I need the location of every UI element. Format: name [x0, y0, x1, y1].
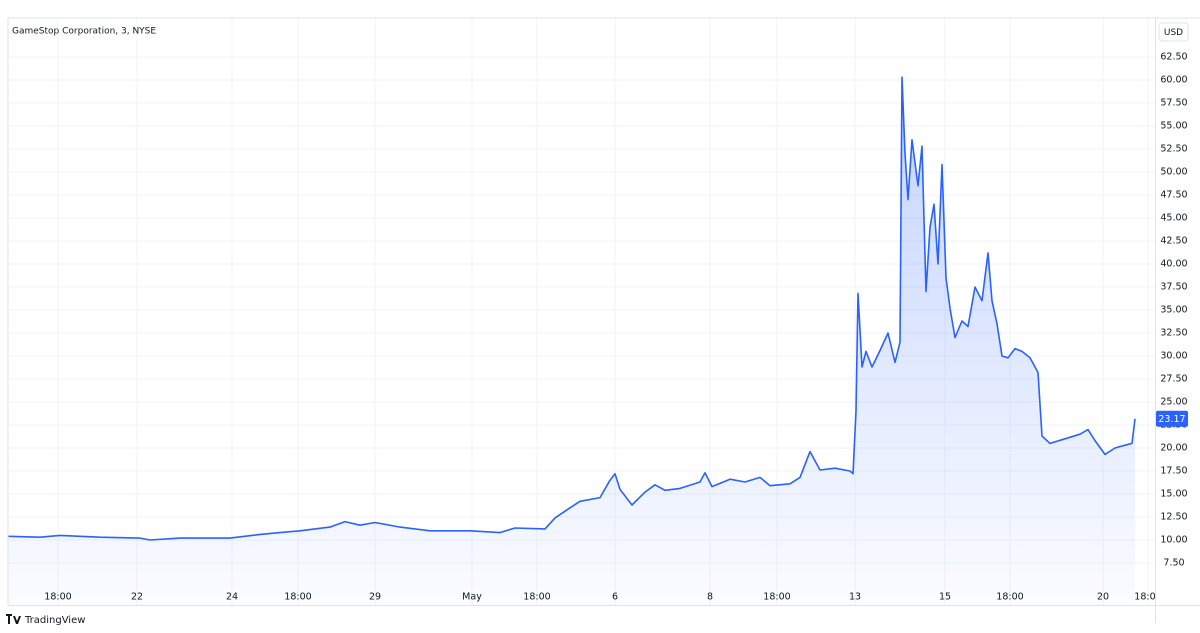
- currency: USD: [1164, 28, 1183, 38]
- x-tick-label: May: [462, 592, 482, 603]
- x-tick-label: 18:00: [523, 592, 550, 603]
- x-tick-label: 29: [369, 592, 381, 603]
- plot: [8, 76, 1136, 605]
- x-tick-label: 18:00: [996, 592, 1023, 603]
- x-tick-label: 15: [939, 592, 951, 603]
- y-tick-label: 42.50: [1160, 235, 1187, 246]
- y-axis: 7.5010.0012.5015.0017.5020.0022.5025.002…: [1160, 52, 1187, 569]
- y-tick-label: 32.50: [1160, 327, 1187, 338]
- y-tick-label: 55.00: [1160, 120, 1187, 131]
- y-tick-label: 25.00: [1160, 396, 1187, 407]
- y-tick-label: 20.00: [1160, 442, 1187, 453]
- y-tick-label: 47.50: [1160, 189, 1187, 200]
- logo: [6, 614, 21, 624]
- x-tick-label: 22: [131, 592, 143, 603]
- y-tick-label: 45.00: [1160, 212, 1187, 223]
- last-price-box: [1156, 410, 1188, 427]
- y-tick-label: 60.00: [1160, 75, 1187, 86]
- brand: TradingView: [24, 615, 85, 626]
- y-tick-label: 30.00: [1160, 350, 1187, 361]
- x-tick-label: 13: [849, 592, 861, 603]
- x-tick-label: 8: [707, 592, 713, 603]
- y-tick-label: 50.00: [1160, 166, 1187, 177]
- x-tick-label: 18:00: [1134, 592, 1161, 603]
- y-tick-label: 62.50: [1160, 52, 1187, 63]
- y-tick-label: 7.50: [1163, 557, 1184, 568]
- y-tick-label: 52.50: [1160, 143, 1187, 154]
- price-line: [8, 76, 1136, 541]
- grid: [8, 18, 1155, 605]
- x-tick-label: 18:00: [763, 592, 790, 603]
- y-tick-label: 17.50: [1160, 465, 1187, 476]
- y-tick-label: 40.00: [1160, 258, 1187, 269]
- y-tick-label: 15.00: [1160, 488, 1187, 499]
- x-tick-label: 18:00: [44, 592, 71, 603]
- price-axis-bg: [1155, 18, 1200, 623]
- y-tick-label: 37.50: [1160, 281, 1187, 292]
- y-tick-label: 10.00: [1160, 534, 1187, 545]
- last-price-label: 23.17: [1158, 414, 1185, 425]
- currency-box[interactable]: [1158, 22, 1189, 42]
- y-tick-label: 57.50: [1160, 98, 1187, 109]
- y-tick-label: 12.50: [1160, 511, 1187, 522]
- area-fill: [8, 77, 1135, 605]
- x-tick-label: 20: [1097, 592, 1109, 603]
- x-axis: 18:00 22 24 18:00 29 May 18:00 6 8 18:00 13 15 18:00…: [44, 592, 1161, 603]
- x-tick-label: 18:00: [284, 592, 311, 603]
- y-tick-label: 27.50: [1160, 373, 1187, 384]
- chart-title: GameStop Corporation, 3, NYSE: [12, 27, 156, 37]
- x-tick-label: 24: [226, 592, 238, 603]
- x-tick-label: 6: [612, 592, 618, 603]
- y-tick-label: 35.00: [1160, 304, 1187, 315]
